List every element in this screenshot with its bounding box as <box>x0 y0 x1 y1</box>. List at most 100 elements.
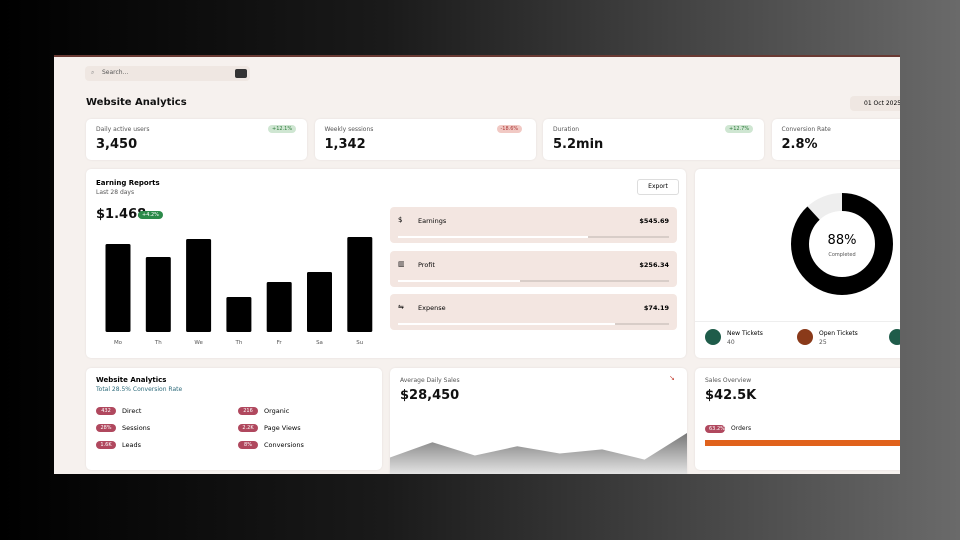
metric-badge: 216 <box>238 407 258 415</box>
metric-badge: 2.2K <box>238 424 258 432</box>
earning-card: Earning Reports Last 28 days Export $1.4… <box>86 169 686 358</box>
ticket-name: New Tickets <box>727 330 763 337</box>
stat-label: Duration <box>553 126 580 133</box>
donut-caption: Completed <box>828 252 855 258</box>
earning-total: $1.468 <box>96 207 147 222</box>
metric-name: Sessions <box>122 424 151 432</box>
breakdown-item: ▥ Profit $256.34 <box>390 250 677 287</box>
stat-value: 2.8% <box>781 137 818 152</box>
stat-value: 1,342 <box>324 137 366 152</box>
metric-name: Leads <box>122 441 142 449</box>
bar <box>307 272 332 332</box>
metric-badge: 28% <box>96 424 116 432</box>
stat-label: Weekly sessions <box>324 126 374 133</box>
x-tick-label: Th <box>154 340 162 346</box>
ticket-count: 40 <box>727 339 735 346</box>
item-icon: ▥ <box>398 259 405 268</box>
trend-icon: ↘ <box>669 374 675 382</box>
card-title: Website Analytics <box>96 376 167 384</box>
x-tick-label: Fr <box>277 340 283 346</box>
x-tick-label: Mo <box>114 340 123 346</box>
donut-arc <box>791 193 893 295</box>
item-name: Profit <box>418 260 435 269</box>
item-name: Earnings <box>418 217 447 225</box>
item-amount: $256.34 <box>639 260 669 269</box>
x-tick-label: Th <box>234 340 242 346</box>
bar <box>105 244 131 332</box>
bar-chart: Mo Th We Th Fr Sa Su <box>105 237 373 346</box>
stat-card: Weekly sessions 1,342 -18.6% <box>314 119 536 160</box>
bar <box>226 297 252 332</box>
card-subtitle: Total 28.5% Conversion Rate <box>96 386 183 393</box>
metric-badge: 1.6K <box>96 441 116 449</box>
card-title: Sales Overview <box>705 377 752 384</box>
item-name: Expense <box>418 304 446 312</box>
card-subtitle: Last 28 days <box>96 189 135 196</box>
ticket-icon <box>705 329 721 345</box>
progress-track <box>398 323 669 325</box>
x-tick-label: Sa <box>316 340 323 346</box>
date-picker[interactable]: 01 Oct 2025 <box>850 96 900 111</box>
stat-value: 5.2min <box>553 137 604 152</box>
progress-track <box>398 279 669 282</box>
metric-badge: 8% <box>238 441 258 449</box>
ticket-name: Open Tickets <box>819 330 858 337</box>
bar <box>145 257 171 332</box>
area-chart <box>390 433 687 474</box>
item-icon: $ <box>398 216 403 224</box>
stat-change: +12.1% <box>268 125 297 133</box>
shortcut-key <box>235 69 247 78</box>
progress-fill <box>398 279 520 282</box>
sales-overview-card: Sales Overview $42.5K 63.2% Orders <box>695 368 900 470</box>
area <box>390 433 687 474</box>
analytics-card: Website Analytics Total 28.5% Conversion… <box>86 368 382 470</box>
x-tick-label: We <box>194 340 203 346</box>
stat-label: Daily active users <box>96 126 150 133</box>
ticket-icon <box>797 329 813 345</box>
item-amount: $74.19 <box>643 304 669 312</box>
stat-card: Daily active users 3,450 +12.1% <box>86 119 307 160</box>
bar <box>266 282 292 332</box>
sales-amount: $42.5K <box>705 388 757 403</box>
card-title: Average Daily Sales <box>400 377 460 384</box>
progress-fill <box>398 323 615 325</box>
page-title: Website Analytics <box>86 97 187 108</box>
stat-value: 3,450 <box>96 137 138 152</box>
metric-name: Conversions <box>264 441 304 449</box>
breakdown-item: $ Earnings $545.69 <box>390 207 677 243</box>
tickets-card: 88% Completed New Tickets 40 Open Tickets 25 <box>695 169 900 358</box>
bar <box>347 237 373 332</box>
daily-sales-card: Average Daily Sales $28,450 ↘ <box>390 368 687 474</box>
metric-badge: 432 <box>96 407 116 415</box>
search-box[interactable]: ⌕ Search... <box>85 66 250 81</box>
metric-name: Direct <box>122 407 142 415</box>
ticket-count: 25 <box>819 339 827 346</box>
sales-amount: $28,450 <box>400 388 460 403</box>
search-placeholder: Search... <box>102 69 129 76</box>
stat-change: -18.6% <box>496 125 523 133</box>
earning-change: +4.2% <box>138 211 163 219</box>
x-tick-label: Su <box>356 340 363 346</box>
ticket-icon <box>889 329 900 345</box>
metric-name: Page Views <box>264 424 301 432</box>
item-amount: $545.69 <box>639 217 669 225</box>
metric-name: Organic <box>264 407 290 415</box>
progress-fill <box>398 236 588 238</box>
progress-track <box>398 236 669 238</box>
orders-bar <box>705 440 900 446</box>
stat-label: Conversion Rate <box>781 126 831 133</box>
stat-change: +12.7% <box>725 125 754 133</box>
bar <box>186 239 212 332</box>
dashboard: ⌕ Search... Website Analytics 01 Oct 202… <box>54 55 900 474</box>
orders-badge: 63.2% <box>705 425 725 433</box>
export-button[interactable]: Export <box>637 179 679 195</box>
divider <box>695 321 900 322</box>
donut-label: 88% <box>828 233 857 248</box>
stat-card: Conversion Rate 2.8% <box>771 119 900 160</box>
breakdown-item: ⇋ Expense $74.19 <box>390 294 677 330</box>
card-title: Earning Reports <box>96 179 160 187</box>
donut-chart: 88% Completed <box>791 193 893 295</box>
stat-card: Duration 5.2min +12.7% <box>543 119 764 160</box>
